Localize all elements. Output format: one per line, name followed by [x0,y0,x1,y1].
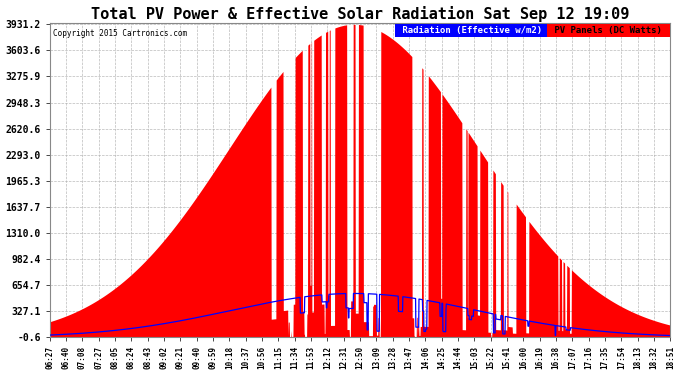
Text: Radiation (Effective w/m2): Radiation (Effective w/m2) [397,26,548,35]
Text: PV Panels (DC Watts): PV Panels (DC Watts) [549,26,668,35]
Text: Copyright 2015 Cartronics.com: Copyright 2015 Cartronics.com [53,29,187,38]
Title: Total PV Power & Effective Solar Radiation Sat Sep 12 19:09: Total PV Power & Effective Solar Radiati… [91,6,629,21]
